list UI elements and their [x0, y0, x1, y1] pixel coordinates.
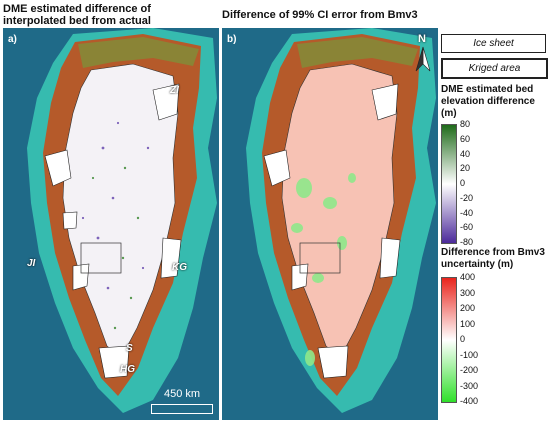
colorbar-2-tick: 200	[460, 303, 476, 313]
colorbar-1-tick: 60	[460, 133, 471, 144]
panel-b-title: Difference of 99% CI error from Bmv3	[222, 9, 418, 21]
map-panel-b	[222, 28, 438, 420]
colorbar-2	[441, 277, 457, 403]
colorbar-1-title: DME estimated bed elevation difference (…	[441, 84, 535, 119]
colorbar-1-tick: -60	[460, 222, 474, 233]
colorbar-1	[441, 124, 457, 244]
bed-difference-speckle	[81, 121, 150, 330]
kriged-areas	[44, 83, 182, 379]
north-label: N	[418, 33, 426, 45]
north-arrow-icon	[415, 46, 431, 72]
colorbar-2-tick: -100	[460, 349, 479, 360]
colorbar-2-tick: -300	[460, 380, 479, 391]
colorbar-2-tick: 400	[460, 272, 476, 282]
north-arrow: N	[413, 33, 433, 73]
scale-bar	[151, 404, 213, 414]
colorbar-2-tick: 0	[460, 334, 466, 344]
legend-ice-sheet: Ice sheet	[441, 34, 546, 53]
colorbar-1-tick: -20	[460, 192, 474, 203]
colorbar-2-tick: -200	[460, 365, 479, 375]
colorbar-2-tick: -400	[460, 396, 479, 406]
colorbar-2-tick: 300	[460, 287, 476, 298]
legend-kriged-area: Kriged area	[441, 58, 548, 79]
map-a-graphic	[27, 28, 217, 413]
colorbar-1-tick: 40	[460, 148, 471, 159]
colorbar-1-tick: 80	[460, 119, 471, 129]
panel-a-title: DME estimated difference of interpolated…	[3, 3, 151, 27]
negative-difference-patches	[291, 173, 356, 366]
site-s: S	[126, 343, 133, 354]
colorbar-1-tick: -80	[460, 237, 474, 247]
scale-label: 450 km	[164, 388, 201, 400]
panel-b-label: b)	[227, 34, 237, 45]
site-kg: KG	[172, 262, 187, 273]
map-panel-a	[3, 28, 219, 420]
northern-mountains	[78, 37, 199, 68]
colorbar-1-tick: 0	[460, 178, 466, 188]
kriged-areas	[263, 83, 401, 379]
panel-a-label: a)	[8, 34, 17, 45]
colorbar-1-tick: -40	[460, 207, 474, 218]
colorbar-2-title: Difference from Bmv3 uncertainty (m)	[441, 247, 545, 270]
northern-mountains	[297, 37, 418, 68]
colorbar-1-tick: 20	[460, 163, 471, 174]
inset-box	[299, 242, 341, 274]
site-hg: HG	[120, 364, 135, 375]
inset-box	[80, 242, 122, 274]
site-zi: ZI	[170, 85, 179, 96]
colorbar-2-tick: 100	[460, 318, 476, 329]
site-ji: JI	[27, 258, 36, 269]
map-b-graphic	[246, 28, 436, 413]
